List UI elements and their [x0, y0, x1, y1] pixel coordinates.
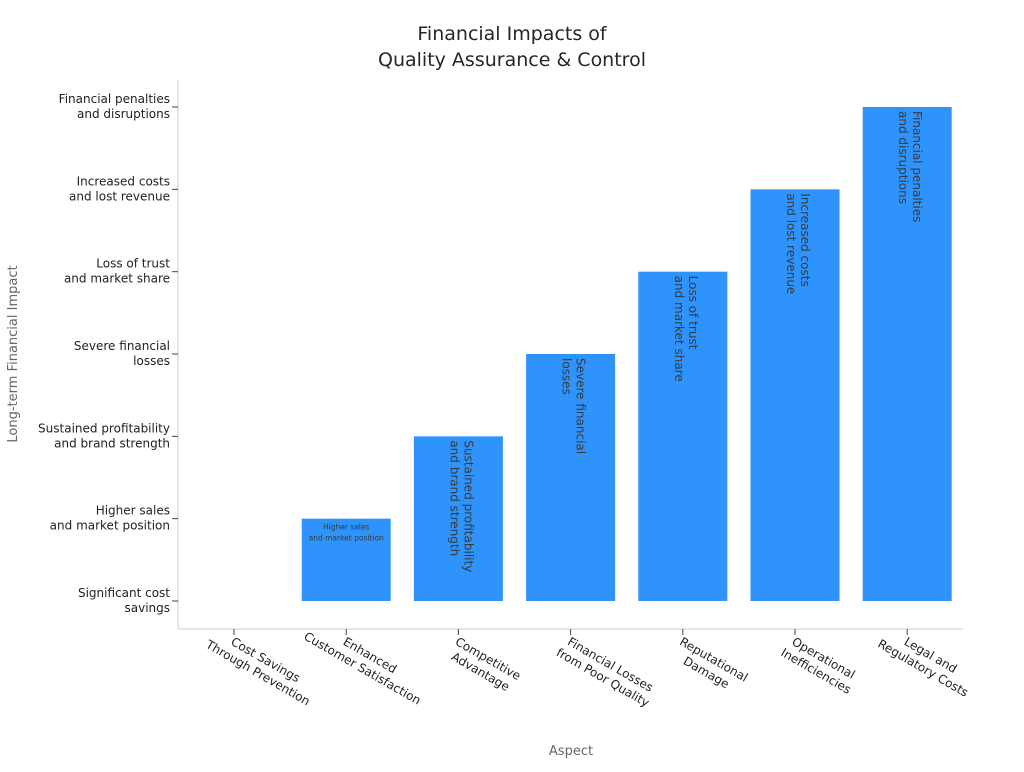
x-tick-label: Customer Satisfaction — [302, 629, 424, 707]
bar — [526, 354, 616, 601]
bar-label: and lost revenue — [784, 193, 798, 294]
y-tick-label: savings — [124, 601, 170, 615]
y-tick-label: and market share — [64, 272, 170, 286]
y-tick-label: Sustained profitability — [38, 421, 170, 435]
bar-label: Severe financial — [574, 358, 588, 454]
bar — [638, 271, 728, 601]
y-tick-label: Increased costs — [77, 174, 170, 188]
bar-label: and disruptions — [896, 111, 910, 204]
y-tick-label: and brand strength — [54, 436, 170, 450]
y-tick-label: and disruptions — [77, 107, 170, 121]
bar-label: and market share — [672, 276, 686, 382]
bar-label: Increased costs — [798, 193, 812, 286]
title-line-2: Quality Assurance & Control — [378, 49, 646, 71]
y-tick-label: Loss of trust — [96, 257, 170, 271]
y-tick-label: and lost revenue — [69, 189, 170, 203]
bar-label: losses — [560, 358, 574, 395]
chart-title: Financial Impacts of Quality Assurance &… — [378, 23, 646, 71]
bar-label: Financial penalties — [910, 111, 924, 222]
bar — [413, 436, 503, 601]
y-axis-label: Long-term Financial Impact — [6, 265, 21, 442]
bar-label: and brand strength — [447, 440, 461, 556]
bar-label: and market position — [309, 534, 384, 543]
y-tick-label: Higher sales — [96, 504, 170, 518]
y-tick-label: and market position — [50, 519, 170, 533]
y-tick-label: losses — [133, 354, 170, 368]
title-line-1: Financial Impacts of — [417, 23, 608, 45]
y-tick-label: Significant cost — [78, 586, 170, 600]
bar-label: Loss of trust — [686, 276, 700, 350]
x-axis-label: Aspect — [549, 744, 593, 759]
y-tick-label: Severe financial — [74, 339, 170, 353]
bar-label: Sustained profitability — [461, 440, 475, 572]
bar — [301, 518, 391, 601]
bar-label: Higher sales — [323, 523, 370, 532]
bar — [862, 107, 952, 601]
bar — [750, 189, 840, 602]
y-tick-label: Financial penalties — [59, 92, 170, 106]
